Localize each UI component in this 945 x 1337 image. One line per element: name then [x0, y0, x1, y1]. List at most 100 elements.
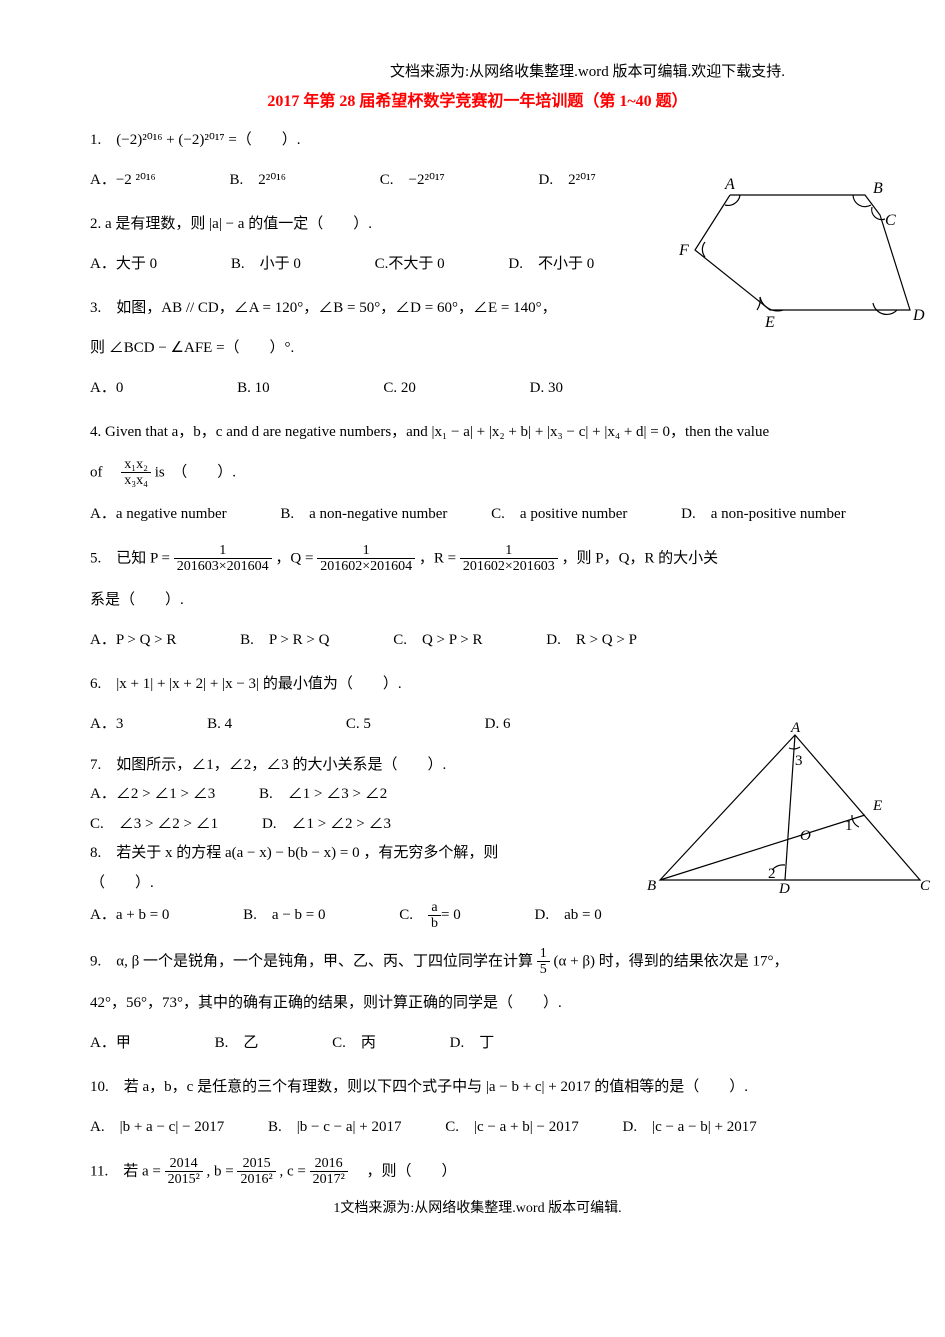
q5-post: ，则 P，Q，R 的大小关 — [561, 550, 718, 566]
q10-opt-d: D. |c − a − b| + 2017 — [622, 1112, 756, 1142]
q4-of: of — [90, 464, 118, 480]
q5-p-den: 201603×201604 — [174, 559, 272, 574]
q2-stem: 2. a 是有理数，则 |a| − a 的值一定（ ）. — [90, 209, 865, 239]
q7-opt-c: C. ∠3 > ∠2 > ∠1 — [90, 812, 218, 838]
q7-opt-b: B. ∠1 > ∠3 > ∠2 — [259, 782, 387, 808]
q9-stem2: 42°，56°，73°，其中的确有正确的结果，则计算正确的同学是（ ）. — [90, 988, 865, 1018]
q4-opt-d: D. a non-positive number — [681, 499, 846, 529]
q4-frac-num: x₁x₂ — [121, 457, 151, 473]
q4-is: is （ ）. — [155, 464, 236, 480]
q6-opt-d: D. 6 — [485, 709, 511, 739]
svg-text:A: A — [790, 720, 801, 736]
q8-c-post: = 0 — [441, 906, 461, 924]
q5-options: A．P > Q > R B. P > R > Q C. Q > P > R D.… — [90, 625, 865, 655]
q8-c-pre: C. — [399, 906, 428, 924]
q7-stem: 7. 如图所示，∠1，∠2，∠3 的大小关系是（ ）. — [90, 753, 865, 779]
source-header: 文档来源为:从网络收集整理.word 版本可编辑.欢迎下载支持. — [310, 60, 865, 81]
q5-q-num: 1 — [317, 543, 415, 559]
q5-r-den: 201602×201603 — [460, 559, 558, 574]
svg-text:F: F — [678, 242, 689, 259]
q11-a-den: 2015² — [165, 1172, 203, 1187]
q9-s1b: (α + β) 时，得到的结果依次是 17°， — [554, 953, 789, 969]
q11-b-num: 2015 — [237, 1156, 275, 1172]
q5-p-num: 1 — [174, 543, 272, 559]
q3-opt-c: C. 20 — [383, 373, 416, 403]
q5-pre: 5. 已知 P = — [90, 550, 174, 566]
q8-opt-b: B. a − b = 0 — [243, 906, 325, 924]
q9-opt-c: C. 丙 — [332, 1028, 376, 1058]
q10-opt-a: A. |b + a − c| − 2017 — [90, 1112, 224, 1142]
q1-opt-b: B. 2²⁰¹⁶ — [230, 165, 287, 195]
q11-frac-a: 2014 2015² — [165, 1156, 203, 1188]
q11-post: ，则（ ） — [352, 1163, 457, 1179]
q8-opt-a: A．a + b = 0 — [90, 906, 169, 924]
q3-opt-d: D. 30 — [530, 373, 563, 403]
q10-opt-b: B. |b − c − a| + 2017 — [268, 1112, 401, 1142]
q10-options: A. |b + a − c| − 2017 B. |b − c − a| + 2… — [90, 1112, 865, 1142]
q1-opt-c: C. −2²⁰¹⁷ — [380, 165, 445, 195]
q4-options: A．a negative number B. a non-negative nu… — [90, 499, 865, 529]
q3-options: A．0 B. 10 C. 20 D. 30 — [90, 373, 865, 403]
q5-mid1: ，Q = — [275, 550, 317, 566]
q5-frac-p: 1 201603×201604 — [174, 543, 272, 575]
q8-opt-c: C. ab = 0 — [399, 900, 460, 932]
q11-frac-b: 2015 2016² — [237, 1156, 275, 1188]
q4-frac: x₁x₂ x₃x₄ — [121, 457, 151, 489]
q8-stem: 8. 若关于 x 的方程 a(a − x) − b(b − x) = 0 ，有无… — [90, 841, 865, 867]
q7-opt-a: A．∠2 > ∠1 > ∠3 — [90, 782, 215, 808]
q8-stem2: （ ）. — [90, 871, 865, 897]
footer: 1文档来源为:从网络收集整理.word 版本可编辑. — [90, 1197, 865, 1217]
q3-stem1: 3. 如图，AB // CD，∠A = 120°，∠B = 50°，∠D = 6… — [90, 293, 865, 323]
q11-c-num: 2016 — [310, 1156, 348, 1172]
svg-text:B: B — [873, 180, 883, 197]
q4-opt-a: A．a negative number — [90, 499, 227, 529]
q9-stem1: 9. α, β 一个是锐角，一个是钝角，甲、乙、丙、丁四位同学在计算 1 5 (… — [90, 946, 865, 978]
q4-frac-den: x₃x₄ — [121, 473, 151, 488]
q4-stem1: 4. Given that a，b，c and d are negative n… — [90, 417, 865, 447]
q6-opt-a: A．3 — [90, 709, 123, 739]
q3-stem2: 则 ∠BCD − ∠AFE =（ ）°. — [90, 333, 865, 363]
q6-opt-b: B. 4 — [207, 709, 232, 739]
q5-opt-b: B. P > R > Q — [240, 625, 329, 655]
svg-text:D: D — [912, 307, 925, 324]
q2-opt-a: A．大于 0 — [90, 249, 157, 279]
svg-text:1: 1 — [845, 818, 853, 834]
q4-stem2: of x₁x₂ x₃x₄ is （ ）. — [90, 457, 865, 489]
q8-c-frac: ab — [428, 900, 441, 932]
q3-opt-b: B. 10 — [237, 373, 270, 403]
q9-options: A．甲 B. 乙 C. 丙 D. 丁 — [90, 1028, 865, 1058]
q2-opt-c: C.不大于 0 — [375, 249, 445, 279]
q11-c-den: 2017² — [310, 1172, 348, 1187]
q5-frac-r: 1 201602×201603 — [460, 543, 558, 575]
q6-stem: 6. |x + 1| + |x + 2| + |x − 3| 的最小值为（ ）. — [90, 669, 865, 699]
svg-text:E: E — [872, 798, 882, 814]
q11-pre: 11. 若 a = — [90, 1163, 165, 1179]
q9-s1a: 9. α, β 一个是锐角，一个是钝角，甲、乙、丙、丁四位同学在计算 — [90, 953, 537, 969]
q5-opt-a: A．P > Q > R — [90, 625, 176, 655]
q10-opt-c: C. |c − a + b| − 2017 — [445, 1112, 578, 1142]
q6-opt-c: C. 5 — [346, 709, 371, 739]
svg-text:C: C — [920, 878, 931, 894]
q5-opt-d: D. R > Q > P — [546, 625, 637, 655]
q9-frac-den: 5 — [537, 962, 550, 977]
q11-mid2: , c = — [279, 1163, 309, 1179]
svg-text:C: C — [885, 212, 896, 229]
q8-opt-d: D. ab = 0 — [535, 906, 602, 924]
q5-opt-c: C. Q > P > R — [393, 625, 482, 655]
q1-opt-d: D. 2²⁰¹⁷ — [538, 165, 595, 195]
q9-frac-num: 1 — [537, 946, 550, 962]
q3-opt-a: A．0 — [90, 373, 123, 403]
q5-frac-q: 1 201602×201604 — [317, 543, 415, 575]
q9-opt-b: B. 乙 — [215, 1028, 259, 1058]
q8-c-num: a — [428, 900, 441, 916]
q2-opt-b: B. 小于 0 — [231, 249, 301, 279]
q9-opt-a: A．甲 — [90, 1028, 131, 1058]
q1-stem: 1. (−2)²⁰¹⁶ + (−2)²⁰¹⁷ =（ ）. — [90, 125, 865, 155]
q8-c-den: b — [428, 916, 441, 931]
page: 文档来源为:从网络收集整理.word 版本可编辑.欢迎下载支持. 2017 年第… — [0, 0, 945, 1247]
q11-stem: 11. 若 a = 2014 2015² , b = 2015 2016² , … — [90, 1156, 865, 1188]
q5-mid2: ，R = — [419, 550, 460, 566]
main-title: 2017 年第 28 届希望杯数学竞赛初一年培训题（第 1~40 题） — [90, 87, 865, 111]
q9-frac: 1 5 — [537, 946, 550, 978]
q11-frac-c: 2016 2017² — [310, 1156, 348, 1188]
